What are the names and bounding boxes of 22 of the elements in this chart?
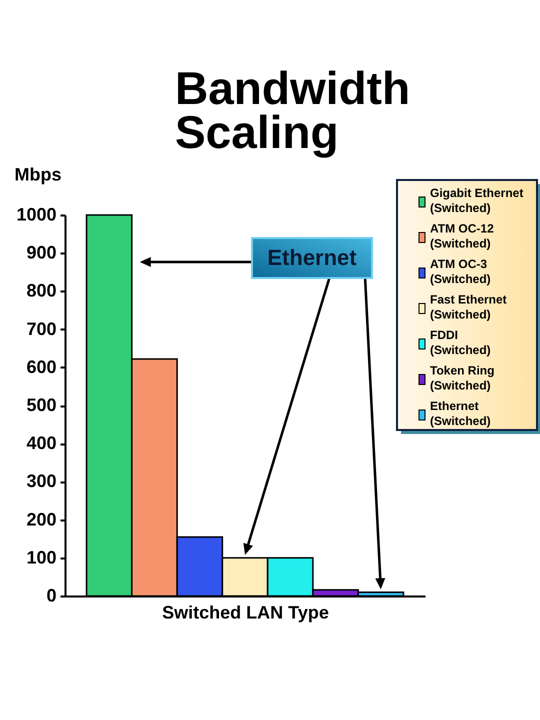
y-tick-label: 900 (26, 242, 56, 263)
legend-label: Ethernet (Switched) (430, 399, 491, 428)
y-tick-label: 100 (26, 547, 56, 568)
x-axis-title: Switched LAN Type (162, 602, 329, 622)
legend-label: ATM OC-3 (Switched) (430, 257, 491, 286)
y-tick-label: 700 (26, 318, 56, 339)
y-tick-label: 800 (26, 280, 56, 301)
legend-label: Fast Ethernet (Switched) (430, 292, 507, 322)
annotation: Ethernet (267, 245, 358, 270)
y-tick-label: 0 (46, 586, 56, 606)
y-tick-label: 400 (26, 433, 56, 454)
y-axis-title: Mbps (14, 164, 62, 184)
y-tick-label: 200 (26, 509, 56, 530)
y-tick-label: 600 (26, 356, 56, 377)
y-tick-label: 500 (26, 395, 56, 415)
chart-title: Bandwidth Scaling (175, 62, 410, 158)
legend-label: Token Ring (Switched) (430, 364, 494, 392)
legend-label: Gigabit Ethernet (Switched) (430, 186, 524, 215)
y-tick-label: 1000 (16, 204, 56, 224)
legend-label: FDDI (Switched) (430, 328, 491, 357)
y-tick-label: 300 (26, 471, 56, 492)
legend-label: ATM OC-12 (Switched) (430, 222, 494, 250)
